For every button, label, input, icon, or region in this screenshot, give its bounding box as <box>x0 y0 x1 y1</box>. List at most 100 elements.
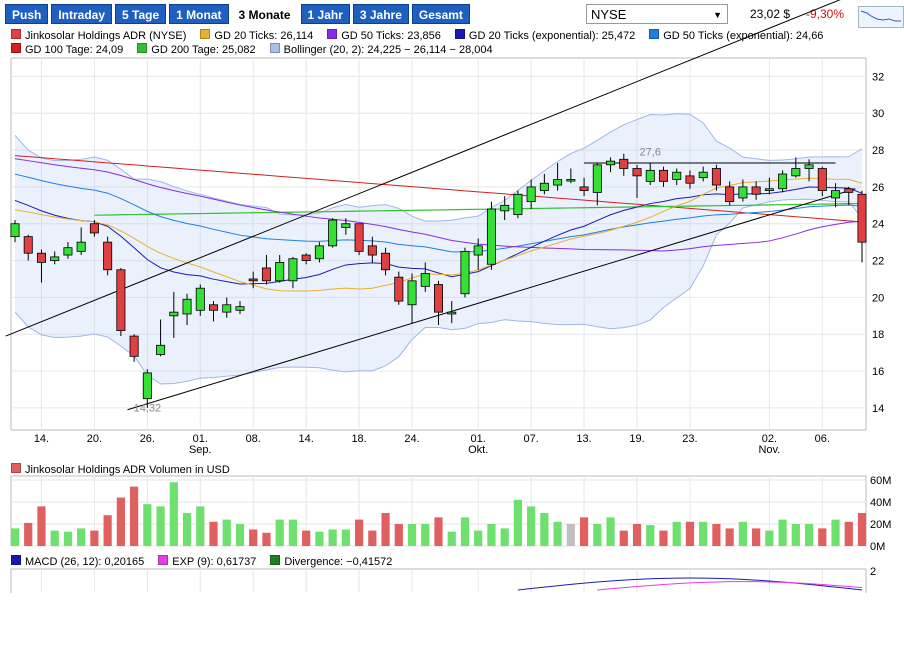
legend-item: GD 20 Ticks (exponential): 25,472 <box>454 29 636 42</box>
volume-bar <box>791 524 800 546</box>
gd200-line <box>94 202 863 216</box>
candle-body <box>328 219 338 247</box>
period-tabs: Push Intraday 5 Tage 1 Monat 3 Monate 1 Jahr 3… <box>5 4 470 24</box>
volume-legend: Jinkosolar Holdings ADR Volumen in USD <box>11 463 230 477</box>
candle-body <box>553 179 563 186</box>
candle-body <box>751 186 761 195</box>
legend-item: GD 200 Tage: 25,082 <box>137 43 256 56</box>
x-tick-label: 06. <box>815 433 830 445</box>
legend-label: GD 50 Ticks (exponential): 24,66 <box>663 30 824 42</box>
x-month-label: Nov. <box>758 444 780 456</box>
candle-body <box>341 223 351 228</box>
volume-bar <box>50 530 59 546</box>
candle-body <box>156 344 166 355</box>
tab-1-monat[interactable]: 1 Monat <box>169 4 229 24</box>
legend-label: GD 20 Ticks (exponential): 25,472 <box>468 30 636 42</box>
volume-swatch <box>11 463 21 473</box>
candle-body <box>288 258 298 282</box>
legend-item: Divergence: −0,41572 <box>270 555 393 568</box>
candle-body <box>248 278 258 282</box>
volume-bar <box>844 521 853 546</box>
volume-bar <box>407 524 417 546</box>
candle-body <box>235 306 245 311</box>
tab-gesamt[interactable]: Gesamt <box>411 4 470 24</box>
candle-body <box>632 168 642 177</box>
candle-body <box>209 304 219 311</box>
candle-body <box>486 208 496 265</box>
volume-bar <box>527 506 536 546</box>
volume-bar <box>619 530 628 546</box>
bollinger-lower-line <box>14 198 863 385</box>
price-annotation: 14,32 <box>134 402 162 414</box>
volume-bar <box>831 519 840 546</box>
legend-swatch <box>137 43 148 53</box>
legend-label: MACD (26, 12): 0,20165 <box>25 556 145 568</box>
volume-bar <box>685 521 695 546</box>
volume-bar <box>579 517 589 546</box>
volume-bar <box>77 528 86 546</box>
volume-bar <box>116 497 125 546</box>
candle-body <box>738 186 748 199</box>
volume-bar <box>209 521 218 546</box>
legend-swatch <box>454 29 465 39</box>
x-tick-label: 18. <box>351 433 366 445</box>
volume-bar <box>182 513 192 546</box>
candle-body <box>381 252 391 271</box>
tab-5-tage[interactable]: 5 Tage <box>115 4 167 24</box>
candle-body <box>433 284 444 313</box>
volume-bar <box>249 529 258 546</box>
legend-label: Divergence: −0,41572 <box>284 556 393 568</box>
volume-bar <box>394 524 403 546</box>
x-tick-label: 13. <box>576 433 591 445</box>
candle-body <box>169 311 179 317</box>
tab-3-monate[interactable]: 3 Monate <box>231 4 298 24</box>
volume-bar <box>90 530 99 546</box>
trend-channel-lower <box>127 188 856 411</box>
volume-bar <box>752 528 761 546</box>
exchange-select[interactable]: NYSE ▼ <box>586 4 728 24</box>
volume-tick-label: 40M <box>870 497 891 509</box>
volume-bar <box>474 530 483 546</box>
volume-bar <box>37 506 46 546</box>
tab-3-jahre[interactable]: 3 Jahre <box>352 4 409 24</box>
candle-body <box>394 276 404 302</box>
blank-area <box>0 593 904 654</box>
volume-bar <box>196 506 205 546</box>
volume-bar <box>712 524 721 546</box>
exchange-selected-value: NYSE <box>591 7 627 22</box>
legend-swatch <box>200 29 211 39</box>
tab-intraday[interactable]: Intraday <box>51 4 113 24</box>
tab-1-jahr[interactable]: 1 Jahr <box>300 4 350 24</box>
ema50-line <box>14 173 863 253</box>
volume-bar <box>699 521 708 546</box>
candle-body <box>182 298 192 315</box>
x-tick-label: 14. <box>34 433 49 445</box>
legend-swatch <box>158 555 169 565</box>
tab-push[interactable]: Push <box>5 4 49 24</box>
legend-label: EXP (9): 0,61737 <box>172 556 257 568</box>
volume-bar <box>593 524 602 546</box>
volume-bar <box>103 515 112 546</box>
macd-line <box>517 577 863 591</box>
legend-swatch <box>270 555 281 565</box>
legend-label: GD 20 Ticks: 26,114 <box>214 30 314 42</box>
candle-body <box>222 304 232 313</box>
candle-body <box>367 245 377 256</box>
volume-bar <box>235 524 245 546</box>
candle-body <box>791 168 801 177</box>
volume-bar <box>646 525 655 546</box>
volume-bar <box>156 506 165 546</box>
candle-body <box>63 247 73 256</box>
volume-bar <box>447 531 456 546</box>
candle-body <box>539 182 549 191</box>
y-tick-label: 24 <box>872 219 884 231</box>
volume-bar <box>857 513 867 546</box>
sma20-line <box>14 177 863 292</box>
sma50-line <box>14 158 863 252</box>
volume-bar <box>540 513 549 546</box>
x-tick-label: 01. <box>193 433 208 445</box>
macd-panel <box>10 568 867 597</box>
volume-bar <box>302 530 311 546</box>
legend-label: GD 100 Tage: 24,09 <box>25 44 124 56</box>
volume-bar <box>368 530 377 546</box>
